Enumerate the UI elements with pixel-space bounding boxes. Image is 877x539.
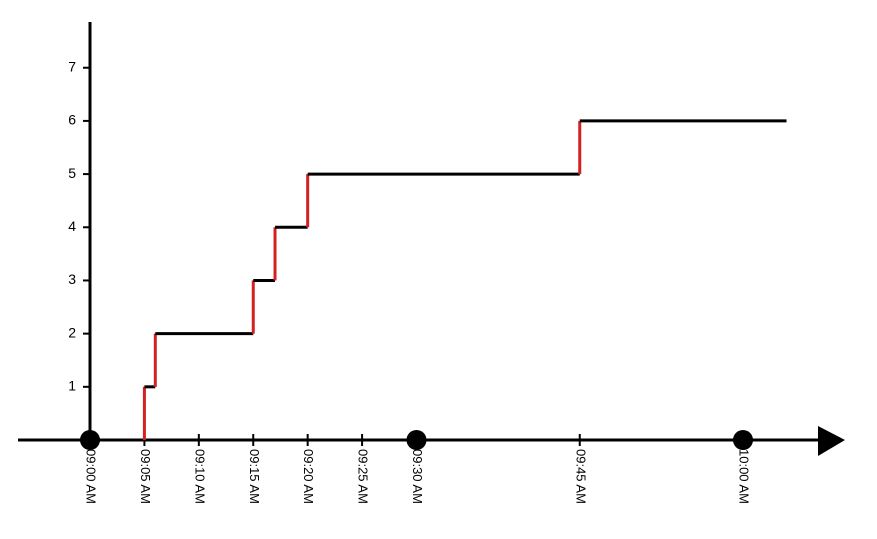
y-tick-label: 6 — [68, 112, 76, 128]
x-tick-dot — [80, 430, 100, 450]
x-tick-label: 09:05 AM — [138, 449, 153, 504]
x-tick-dot — [406, 430, 427, 450]
axis-arrow — [818, 426, 845, 456]
x-tick-label: 09:15 AM — [247, 449, 262, 504]
x-tick-label: 09:30 AM — [410, 449, 425, 504]
y-tick-label: 4 — [68, 218, 76, 234]
x-tick-label: 09:00 AM — [84, 449, 99, 504]
x-tick-label: 09:25 AM — [356, 449, 371, 504]
x-tick-label: 09:20 AM — [301, 449, 316, 504]
y-tick-label: 2 — [68, 324, 76, 340]
x-tick-label: 10:00 AM — [737, 449, 752, 504]
x-tick-label: 09:45 AM — [573, 449, 588, 504]
x-tick-dot — [733, 430, 753, 450]
x-tick-label: 09:10 AM — [192, 449, 207, 504]
y-tick-label: 3 — [68, 271, 76, 287]
y-tick-label: 5 — [68, 165, 76, 181]
y-tick-label: 1 — [68, 378, 76, 394]
y-tick-label: 7 — [68, 58, 76, 74]
